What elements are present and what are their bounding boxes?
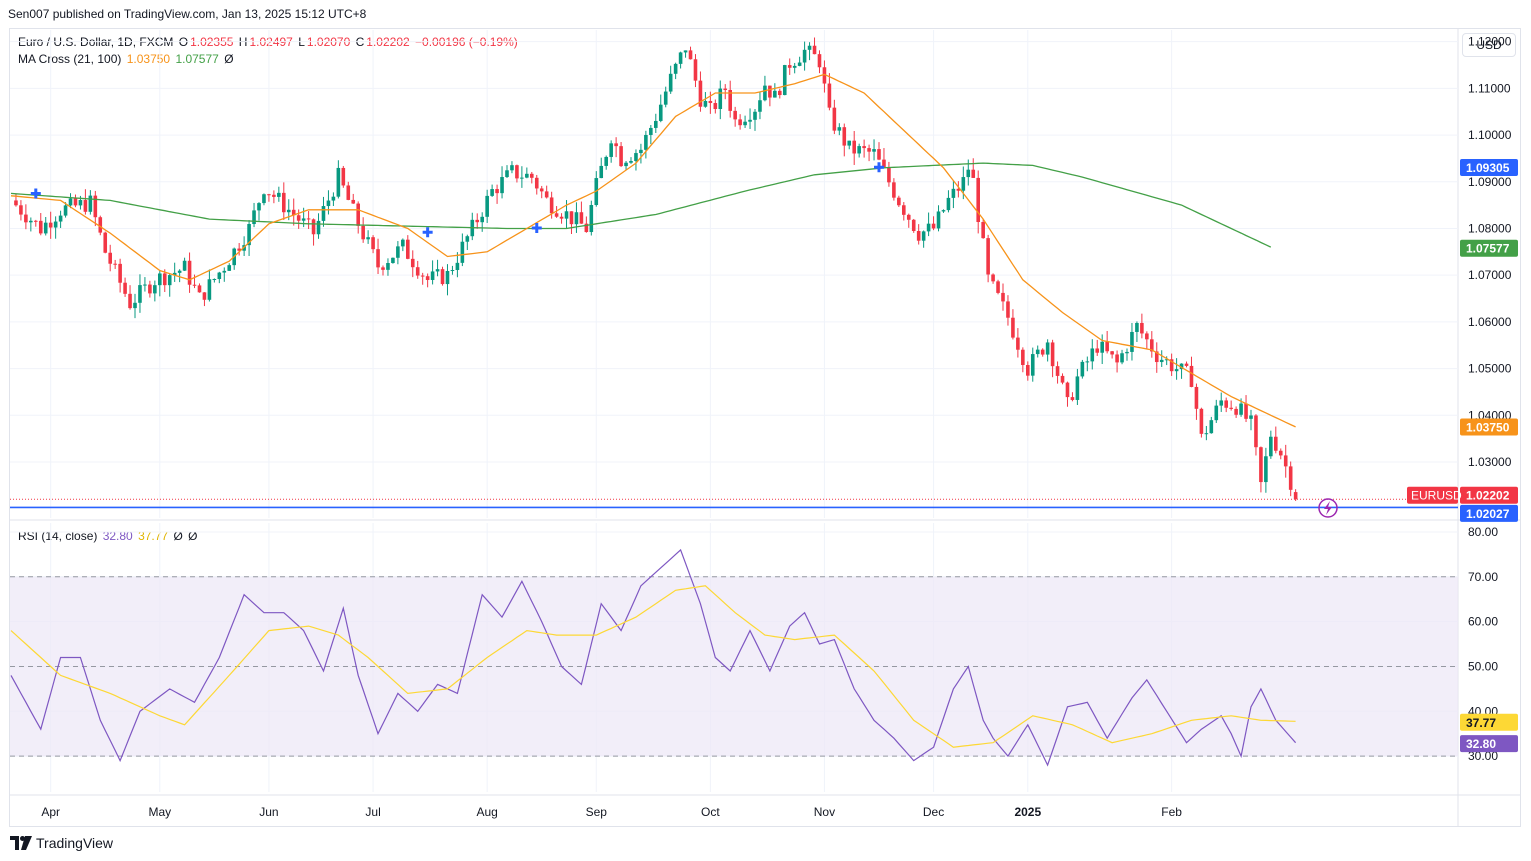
high-label: H xyxy=(238,35,248,49)
chart-frame xyxy=(9,28,1521,827)
open-label: O xyxy=(178,35,189,49)
high-value: 1.02497 xyxy=(249,35,293,49)
currency-button[interactable]: USD xyxy=(1462,33,1516,57)
low-label: L xyxy=(298,35,305,49)
ma-fast-value: 1.03750 xyxy=(126,52,171,66)
close-label: C xyxy=(355,35,365,49)
rsi-legend[interactable]: RSI (14, close) 32.80 37.77 Ø Ø xyxy=(18,529,199,543)
rsi-extra1-value: Ø xyxy=(173,529,183,543)
rsi-extra2-value: Ø xyxy=(188,529,198,543)
rsi-value: 32.80 xyxy=(102,529,133,543)
change-value: −0.00196 (−0.19%) xyxy=(415,35,518,49)
rsi-label: RSI (14, close) xyxy=(18,529,98,543)
attribution-text: Sen007 published on TradingView.com, Jan… xyxy=(8,7,367,21)
low-value: 1.02070 xyxy=(306,35,351,49)
symbol-label: Euro / U.S. Dollar, 1D, FXCM xyxy=(18,35,174,49)
ma-extra-value: Ø xyxy=(224,52,234,66)
tradingview-logo[interactable]: TradingView xyxy=(10,835,113,851)
ma-legend[interactable]: MA Cross (21, 100) 1.03750 1.07577 Ø xyxy=(18,52,236,66)
tradingview-logo-icon xyxy=(10,836,32,850)
rsi-ma-value: 37.77 xyxy=(138,529,169,543)
ma-slow-value: 1.07577 xyxy=(175,52,219,66)
tradingview-logo-text: TradingView xyxy=(36,835,114,851)
ma-label: MA Cross (21, 100) xyxy=(18,52,122,66)
open-value: 1.02355 xyxy=(190,35,234,49)
close-value: 1.02202 xyxy=(366,35,410,49)
